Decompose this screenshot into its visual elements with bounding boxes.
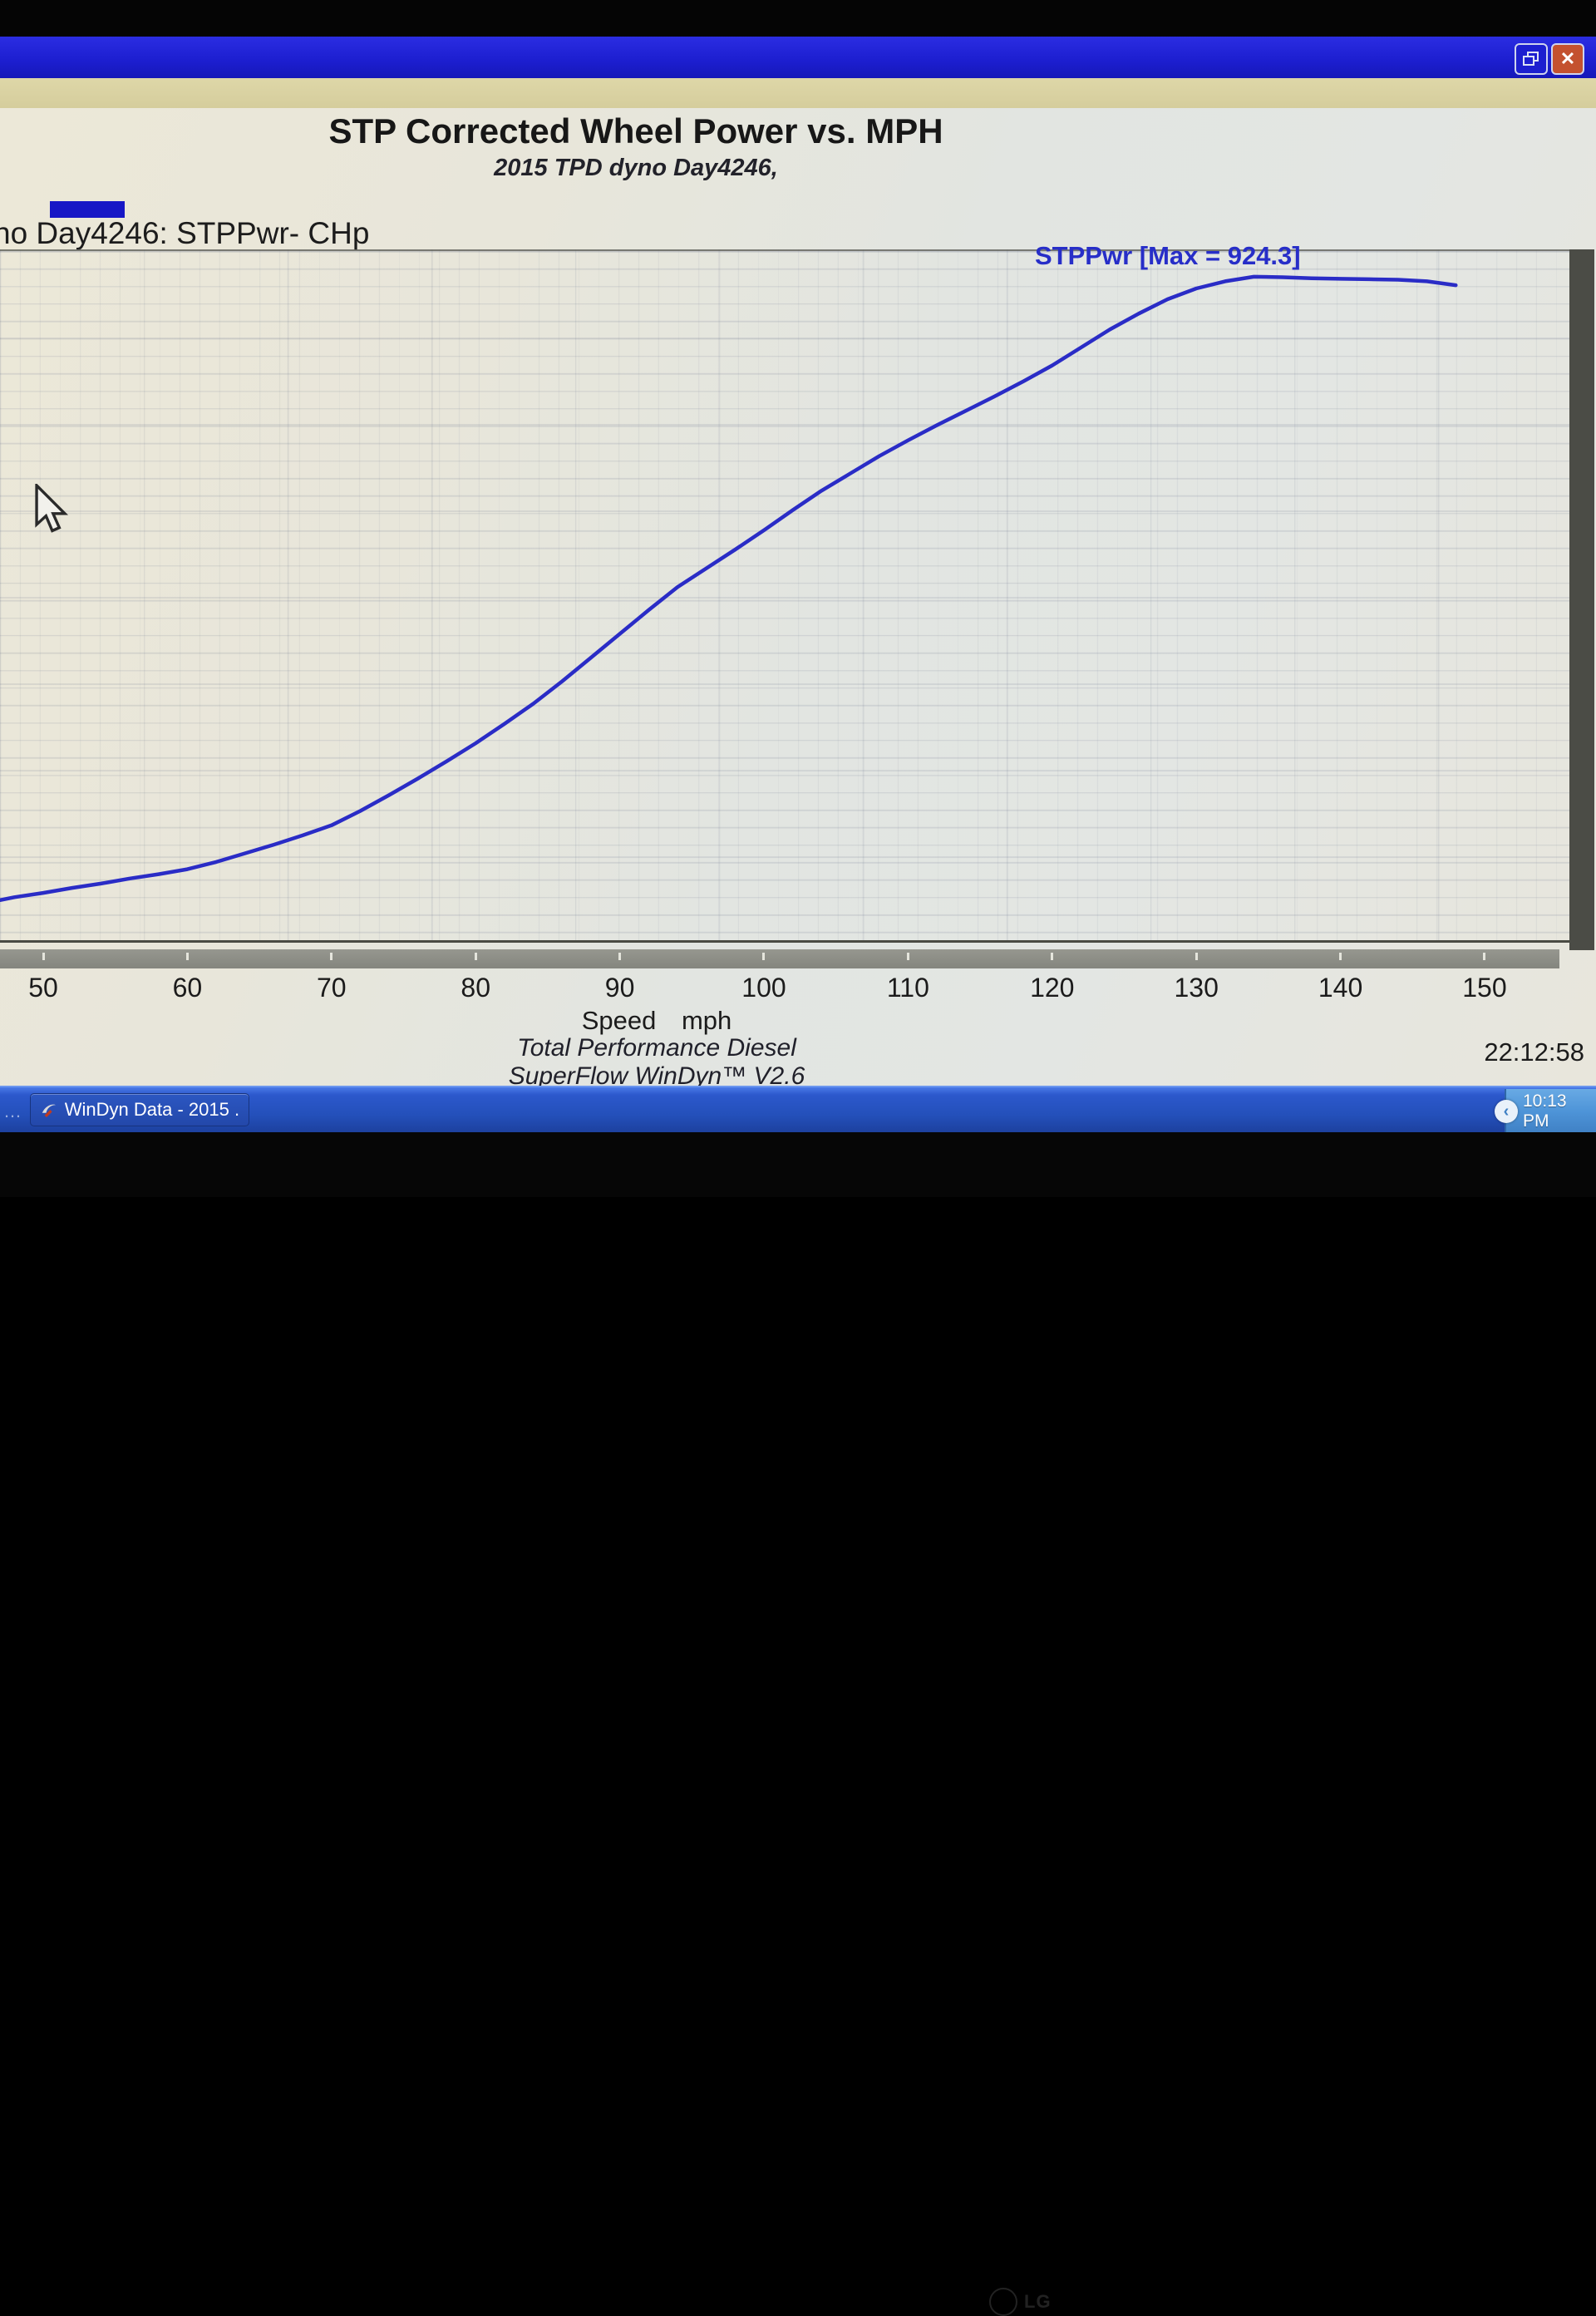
brand-circle-icon — [989, 2288, 1017, 2316]
taskbar-window-button[interactable]: WinDyn Data - 2015 ... — [30, 1093, 249, 1126]
x-axis-tick-label: 120 — [1030, 973, 1075, 1003]
window-titlebar: ✕ — [0, 37, 1596, 78]
monitor-bezel-top — [0, 0, 1596, 37]
x-axis-title: Speed mph — [581, 1006, 732, 1035]
run-timestamp: 22:12:58 — [1484, 1037, 1584, 1067]
chart-title: STP Corrected Wheel Power vs. MPH — [328, 111, 943, 150]
x-axis-tick-label: 70 — [317, 973, 347, 1003]
x-axis-tick-mark — [42, 953, 45, 960]
system-tray: ‹ 10:13 PM — [1495, 1089, 1596, 1134]
close-window-button[interactable]: ✕ — [1551, 43, 1584, 75]
x-axis-tick-label: 60 — [172, 973, 203, 1003]
stppwr-curve — [0, 274, 1458, 903]
x-axis-tick-label: 130 — [1174, 973, 1219, 1003]
close-icon: ✕ — [1559, 48, 1576, 69]
chart-page: STP Corrected Wheel Power vs. MPH 2015 T… — [0, 108, 1596, 1090]
taskbar-overflow: … — [3, 1101, 22, 1121]
menu-strip — [0, 78, 1596, 110]
taskbar: … WinDyn Data - 2015 ... ‹ 10:13 PM — [0, 1086, 1596, 1134]
chevron-left-icon: ‹ — [1503, 1101, 1510, 1121]
restore-window-button[interactable] — [1515, 43, 1548, 75]
tray-clock: 10:13 PM — [1523, 1091, 1567, 1131]
x-axis-tick-mark — [1195, 953, 1198, 960]
x-axis-tick-label: 150 — [1462, 973, 1507, 1003]
windyn-app-icon — [42, 1104, 56, 1118]
x-axis-tick-mark — [185, 953, 189, 960]
x-axis-tick-label: 100 — [741, 973, 786, 1003]
x-axis-tick-mark — [474, 953, 477, 960]
footer-software: SuperFlow WinDyn™ V2.6 — [508, 1062, 805, 1090]
x-axis-tick-label: 50 — [28, 973, 58, 1003]
mouse-cursor — [32, 481, 70, 541]
plot-right-shadow — [1569, 249, 1594, 950]
x-axis-line — [0, 940, 1569, 943]
x-axis-tick-mark — [1339, 953, 1342, 960]
x-axis-tick-label: 110 — [886, 973, 929, 1003]
plot-area — [0, 249, 1571, 942]
x-axis-tick-mark — [762, 953, 766, 960]
brand-text: LG — [1024, 2291, 1052, 2312]
x-axis-tick-mark — [1051, 953, 1054, 960]
max-power-annotation: STPPwr [Max = 924.3] — [1035, 241, 1301, 270]
monitor-brand-logo: LG — [989, 2288, 1052, 2316]
taskbar-window-button-label: WinDyn Data - 2015 ... — [64, 1099, 240, 1120]
legend-label: no Day4246: STPPwr- CHp — [0, 216, 370, 250]
arrow-cursor-icon — [35, 481, 69, 533]
legend-swatch — [50, 201, 125, 218]
x-axis-tick-mark — [1483, 953, 1486, 960]
restore-icon — [1523, 52, 1539, 66]
monitor-bezel-bottom: LG — [0, 1132, 1596, 2316]
x-axis-tick-mark — [618, 953, 622, 960]
chart-subtitle: 2015 TPD dyno Day4246, — [494, 155, 778, 181]
x-axis-tick-mark — [330, 953, 333, 960]
power-curve-chart — [0, 274, 1458, 903]
x-axis-tick-mark — [906, 953, 909, 960]
x-axis-tick-label: 90 — [604, 973, 635, 1003]
x-axis-tick-label: 80 — [461, 973, 490, 1003]
footer-company: Total Performance Diesel — [517, 1034, 796, 1062]
tray-chevron-button[interactable]: ‹ — [1495, 1100, 1518, 1123]
x-axis-bar — [0, 949, 1559, 968]
x-axis-tick-label: 140 — [1318, 973, 1363, 1003]
x-axis-labels: 50 60 70 80 90 100 110 120 130 140 150 — [0, 973, 1571, 1006]
